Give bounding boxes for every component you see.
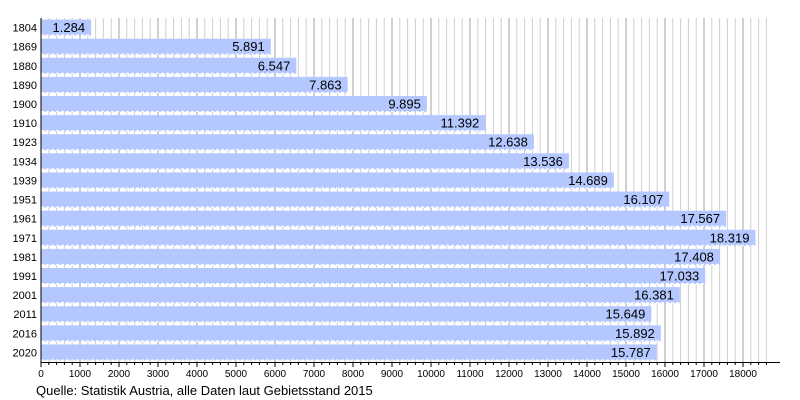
category-label: 1900 xyxy=(13,99,37,111)
category-label: 2016 xyxy=(13,328,37,340)
bar xyxy=(41,115,486,132)
category-label: 1961 xyxy=(13,214,37,226)
category-label: 1991 xyxy=(13,271,37,283)
bar xyxy=(41,57,297,74)
value-label: 9.895 xyxy=(388,97,421,112)
x-tick-label: 13000 xyxy=(534,369,562,380)
bar xyxy=(41,306,652,323)
value-label: 7.863 xyxy=(309,77,342,92)
value-label: 15.649 xyxy=(606,307,646,322)
x-tick-label: 8000 xyxy=(342,369,365,380)
x-tick-label: 6000 xyxy=(264,369,287,380)
value-label: 17.408 xyxy=(674,249,714,264)
x-tick-label: 15000 xyxy=(612,369,640,380)
category-label: 1971 xyxy=(13,233,37,245)
bar xyxy=(41,191,670,208)
bar xyxy=(41,229,756,246)
bar xyxy=(41,19,92,36)
x-tick-label: 2000 xyxy=(108,369,131,380)
value-label: 12.638 xyxy=(488,135,528,150)
value-label: 16.381 xyxy=(634,288,674,303)
x-tick-label: 11000 xyxy=(456,369,484,380)
bar xyxy=(41,134,534,151)
x-tick-label: 18000 xyxy=(729,369,757,380)
bar xyxy=(41,268,706,284)
axes: 1804 1869 1880 1890 1900 1910 1923 1934 1939 1951… xyxy=(13,18,780,380)
bar xyxy=(41,96,427,112)
bar xyxy=(41,210,727,227)
value-label: 14.689 xyxy=(568,173,608,188)
x-tick-label: 0 xyxy=(38,369,44,380)
category-label: 1951 xyxy=(13,195,37,207)
bars: 1.284 5.891 6.547 7.863 9.895 11.392 12.638 13.… xyxy=(41,19,756,361)
category-label: 2020 xyxy=(13,347,37,359)
value-label: 11.392 xyxy=(440,116,479,131)
category-label: 1910 xyxy=(13,118,37,130)
bar xyxy=(41,38,271,55)
x-tick-label: 17000 xyxy=(690,369,718,380)
category-label: 1939 xyxy=(13,175,37,187)
x-tick-label: 7000 xyxy=(303,369,326,380)
bar xyxy=(41,76,348,93)
x-tick-label: 9000 xyxy=(381,369,404,380)
category-label: 1880 xyxy=(13,61,37,73)
category-label: 1890 xyxy=(13,80,37,92)
x-tick-label: 3000 xyxy=(147,369,170,380)
value-label: 15.892 xyxy=(615,326,655,341)
category-label: 1981 xyxy=(13,252,37,264)
x-tick-label: 10000 xyxy=(417,369,445,380)
bar xyxy=(41,344,657,361)
category-label: 2001 xyxy=(13,290,37,302)
x-tick-label: 16000 xyxy=(651,369,679,380)
bar xyxy=(41,248,720,265)
bar xyxy=(41,287,680,304)
value-label: 6.547 xyxy=(258,58,291,73)
source-note: Quelle: Statistik Austria, alle Daten la… xyxy=(36,383,373,398)
bar xyxy=(41,153,569,170)
x-tick-label: 5000 xyxy=(225,369,248,380)
value-label: 16.107 xyxy=(623,192,663,207)
bar xyxy=(41,172,614,189)
category-label: 1804 xyxy=(13,23,37,35)
category-label: 2011 xyxy=(13,309,37,321)
value-label: 15.787 xyxy=(611,345,651,360)
value-label: 13.536 xyxy=(523,154,563,169)
value-label: 17.567 xyxy=(680,211,720,226)
x-tick-label: 14000 xyxy=(573,369,601,380)
x-tick-label: 1000 xyxy=(69,369,92,380)
value-label: 18.319 xyxy=(710,230,750,245)
value-label: 1.284 xyxy=(53,20,86,35)
category-label: 1869 xyxy=(13,42,37,54)
bar xyxy=(41,325,661,342)
grid-lines xyxy=(48,18,767,362)
x-tick-label: 12000 xyxy=(495,369,523,380)
value-label: 17.033 xyxy=(660,269,700,284)
x-tick-label: 4000 xyxy=(186,369,209,380)
value-label: 5.891 xyxy=(232,39,265,54)
category-label: 1923 xyxy=(13,137,37,149)
category-label: 1934 xyxy=(13,156,37,168)
